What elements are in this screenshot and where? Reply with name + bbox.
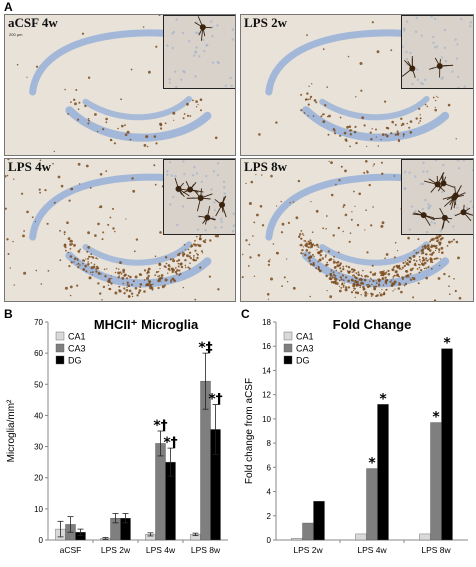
x-tick-label: LPS 8w [421,545,451,555]
stained-cells [241,160,469,301]
legend-swatch [55,355,65,365]
scale-bar-label: 200 µm [9,32,23,37]
y-tick-label: 10 [34,505,43,514]
bar-dg [377,404,389,541]
x-tick-label: LPS 2w [101,545,131,555]
y-tick-label: 12 [262,391,271,400]
legend-label: CA3 [68,344,86,354]
legend-label: CA1 [68,332,86,342]
panel-letter-a: A [4,0,13,14]
legend-swatch [283,343,293,353]
dentate-gyrus-inner [82,241,192,266]
chart-title: Fold Change [333,317,412,332]
x-tick-label: aCSF [60,545,82,555]
y-axis-label: Fold change from aCSF [244,378,255,484]
inset-zoom-image [163,159,235,235]
dentate-gyrus-layer [301,106,450,142]
significance-marker: * [379,391,387,407]
y-tick-label: 0 [267,536,272,545]
inset-zoom-image [401,15,473,89]
stained-cells [16,15,231,153]
y-tick-label: 10 [262,415,271,424]
legend-swatch [283,355,293,365]
chart-title: MHCII⁺ Microglia [94,317,199,332]
bar-ca3 [366,468,378,541]
significance-marker: *† [163,435,177,451]
micrograph-lps-4w: LPS 4w [4,158,236,302]
y-tick-label: 2 [267,512,272,521]
significance-marker: * [443,336,451,352]
stained-cells [258,15,457,148]
chart-mhcii-microglia: MHCII⁺ Microglia Microglia/mm² 0 10 20 30 40 50… [0,312,238,567]
x-tick-label: LPS 4w [146,545,176,555]
inset-zoom-image [163,15,235,89]
chart-fold-change: Fold Change Fold change from aCSF 0 2 4 6 8 10 1… [238,312,476,567]
microglia-cells [194,16,212,41]
micrograph-lps-2w: LPS 2w [240,14,474,156]
y-tick-label: 4 [267,488,272,497]
y-tick-label: 50 [34,380,43,389]
bar-ca3 [155,443,166,541]
dentate-gyrus-inner [319,241,430,266]
micrograph-lps-8w: LPS 8w [240,158,474,302]
bar-ca1 [291,537,303,541]
y-tick-label: 70 [34,318,43,327]
dentate-gyrus-layer [65,106,212,142]
dentate-gyrus-inner [82,96,192,121]
inset-background [402,160,473,234]
y-tick-label: 8 [267,439,272,448]
inset-background [164,16,235,88]
legend-swatch [283,331,293,341]
microglia-cells [174,177,227,225]
y-tick-label: 14 [262,366,271,375]
chart-svg: MHCII⁺ Microglia Microglia/mm² 0 10 20 30 40 50… [6,317,228,555]
legend-swatch [55,343,65,353]
chart-svg: Fold Change Fold change from aCSF 0 2 4 6 8 10 1… [244,317,468,555]
microglia-cells [412,172,473,230]
bar-ca3 [302,522,314,541]
significance-marker: *† [153,418,167,434]
y-tick-label: 20 [34,474,43,483]
panel-letter-c: C [241,307,250,321]
y-tick-label: 6 [267,463,272,472]
y-tick-label: 18 [262,318,271,327]
x-tick-label: LPS 8w [191,545,221,555]
legend-label: DG [296,356,310,366]
significance-marker: * [368,456,376,472]
y-tick-label: 40 [34,411,43,420]
x-tick-label: LPS 4w [357,545,387,555]
bar-dg [313,501,325,541]
micrograph-label: LPS 4w [8,159,51,174]
panel-letter-b: B [4,307,13,321]
micrograph-acsf-4w: aCSF 4w 200 µm [4,14,236,156]
legend-label: CA3 [296,344,314,354]
dentate-gyrus-layer [301,251,450,288]
significance-marker: * [432,410,440,426]
inset-background [402,16,473,88]
bar-dg [441,348,453,541]
micrograph-label: aCSF 4w [8,15,58,30]
bar-ca1 [355,533,367,541]
x-tick-label: LPS 2w [293,545,323,555]
legend-label: CA1 [296,332,314,342]
y-tick-label: 0 [39,536,44,545]
y-axis-label: Microglia/mm² [6,399,17,462]
micrograph-label: LPS 8w [244,159,287,174]
significance-marker: *† [208,392,222,408]
y-tick-label: 30 [34,443,43,452]
inset-zoom-image [401,159,473,235]
y-tick-label: 60 [34,349,43,358]
micrograph-label: LPS 2w [244,15,287,30]
dentate-gyrus-inner [319,96,430,121]
bar-ca1 [419,533,431,541]
microglia-cells [402,55,454,78]
legend-label: DG [68,356,82,366]
significance-marker: *‡ [198,340,212,356]
bar-ca3 [430,422,442,541]
y-tick-label: 16 [262,342,271,351]
legend-swatch [55,331,65,341]
dentate-gyrus-layer [65,251,212,288]
